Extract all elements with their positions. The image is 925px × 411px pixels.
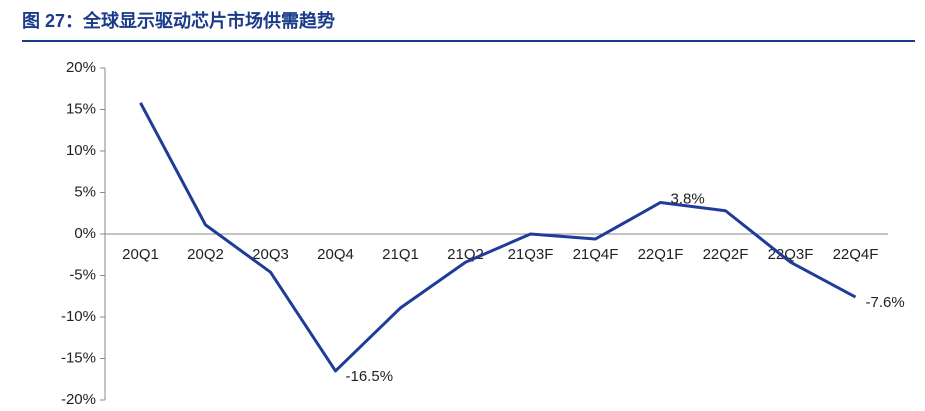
y-tick-label: -20% [61, 391, 96, 408]
x-tick-label: 20Q2 [187, 246, 224, 263]
y-tick-label: 15% [66, 100, 96, 117]
data-label: -16.5% [346, 368, 394, 385]
y-tick-label: 5% [74, 183, 96, 200]
y-tick-label: -10% [61, 308, 96, 325]
x-tick-label: 22Q1F [638, 246, 684, 263]
x-tick-label: 22Q2F [703, 246, 749, 263]
y-tick-label: 0% [74, 225, 96, 242]
y-tick-label: 10% [66, 142, 96, 159]
data-line [139, 102, 857, 373]
data-label: 3.8% [671, 190, 705, 207]
x-tick-label: 22Q4F [833, 246, 879, 263]
y-tick-label: -15% [61, 349, 96, 366]
x-tick-label: 20Q1 [122, 246, 159, 263]
x-tick-label: 21Q4F [573, 246, 619, 263]
x-tick-label: 20Q3 [252, 246, 289, 263]
x-tick-label: 21Q3F [508, 246, 554, 263]
x-tick-label: 21Q2 [447, 246, 484, 263]
y-tick-label: -5% [69, 266, 96, 283]
x-tick-label: 20Q4 [317, 246, 354, 263]
y-tick-label: 20% [66, 59, 96, 76]
x-tick-label: 21Q1 [382, 246, 419, 263]
x-tick-label: 22Q3F [768, 246, 814, 263]
data-label: -7.6% [866, 294, 905, 311]
chart-title: 图 27：全球显示驱动芯片市场供需趋势 [22, 10, 335, 31]
